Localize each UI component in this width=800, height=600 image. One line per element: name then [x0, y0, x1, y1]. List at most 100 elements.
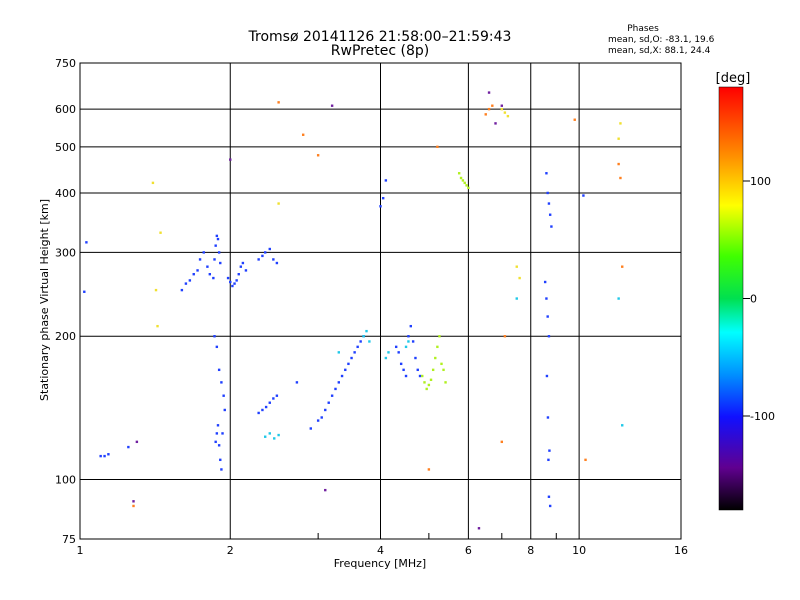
data-point: [217, 368, 221, 372]
data-point: [235, 279, 238, 282]
data-point: [477, 527, 481, 530]
data-point: [337, 381, 341, 384]
data-point: [295, 381, 299, 384]
data-point: [359, 340, 362, 343]
data-point: [506, 114, 510, 118]
data-point: [275, 394, 279, 397]
data-point: [212, 276, 215, 280]
data-point: [573, 118, 576, 121]
data-point: [503, 111, 507, 114]
data-point: [196, 269, 199, 272]
data-point: [487, 91, 491, 94]
data-point: [431, 368, 435, 372]
data-point: [494, 122, 497, 125]
data-point: [547, 458, 550, 462]
data-point: [222, 394, 225, 397]
data-point: [273, 437, 276, 440]
data-point: [257, 258, 260, 261]
data-point: [237, 273, 240, 276]
data-point: [547, 495, 551, 498]
data-point: [268, 401, 271, 404]
data-point: [434, 356, 437, 360]
data-point: [407, 335, 410, 338]
data-point: [584, 458, 587, 462]
data-point: [545, 374, 549, 378]
colorbar-tick-label: 100: [750, 175, 771, 188]
data-point: [277, 202, 280, 205]
data-point: [135, 440, 139, 444]
data-point: [404, 345, 408, 349]
data-point: [411, 340, 415, 343]
x-tick-label: 16: [674, 544, 688, 557]
data-point: [387, 351, 390, 354]
data-point: [192, 273, 195, 276]
data-point: [216, 424, 220, 427]
x-tick-label: 8: [527, 544, 534, 557]
data-point: [277, 101, 280, 104]
data-point: [379, 205, 382, 208]
colorbar-label: [deg]: [716, 71, 751, 86]
data-point: [621, 265, 624, 268]
data-point: [416, 368, 419, 372]
data-point: [220, 468, 223, 471]
data-point: [500, 104, 504, 107]
x-tick-label: 2: [227, 544, 234, 557]
data-point: [356, 345, 359, 349]
data-point: [457, 172, 461, 175]
data-point: [546, 315, 549, 318]
chart-title: Tromsø 20141126 21:58:00–21:59:43: [248, 29, 512, 45]
data-point: [365, 329, 368, 333]
data-point: [244, 269, 248, 272]
data-point: [350, 356, 353, 360]
data-point: [414, 356, 417, 360]
data-point: [515, 265, 518, 268]
data-point: [436, 145, 439, 149]
data-point: [394, 345, 398, 349]
data-point: [213, 258, 216, 261]
data-point: [132, 504, 135, 508]
colorbar-tick-label: -100: [750, 410, 775, 423]
data-point: [229, 280, 232, 284]
data-point: [316, 419, 320, 422]
data-point: [427, 383, 431, 387]
data-point: [188, 279, 192, 282]
data-point: [229, 158, 232, 161]
data-point: [440, 362, 443, 366]
data-point: [215, 432, 219, 435]
data-point: [543, 280, 547, 284]
y-tick-label: 300: [55, 246, 76, 259]
data-point: [418, 374, 422, 378]
x-axis-ticks: 1 2 4 6 8 10 16: [77, 544, 689, 557]
data-point: [220, 381, 223, 384]
data-point: [384, 356, 388, 360]
data-point: [465, 184, 468, 187]
data-point: [206, 265, 209, 268]
data-point: [264, 405, 268, 409]
colorbar-tick-label: 0: [750, 293, 757, 306]
data-point: [330, 104, 334, 107]
data-point: [617, 297, 620, 300]
data-point: [550, 225, 553, 228]
data-point: [330, 394, 334, 397]
chart-subtitle: RwPretec (8p): [331, 43, 429, 59]
data-point: [277, 433, 280, 437]
data-point: [582, 194, 585, 197]
data-point: [219, 458, 222, 462]
data-point: [619, 176, 622, 180]
data-point: [619, 122, 622, 125]
data-point: [500, 107, 504, 111]
data-point: [381, 196, 385, 200]
data-point: [159, 231, 162, 234]
data-point: [402, 368, 405, 372]
data-point: [264, 435, 267, 438]
data-point: [221, 432, 224, 435]
data-point: [127, 445, 130, 449]
data-point: [459, 176, 463, 180]
x-tick-label: 10: [572, 544, 586, 557]
data-point: [545, 172, 548, 175]
data-point: [547, 335, 551, 338]
data-point: [546, 416, 550, 419]
data-point: [347, 362, 350, 366]
data-point: [268, 432, 271, 435]
